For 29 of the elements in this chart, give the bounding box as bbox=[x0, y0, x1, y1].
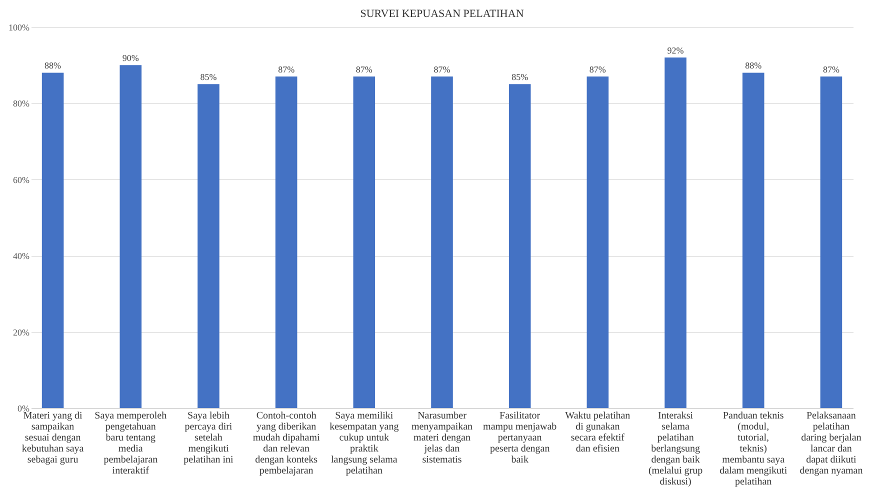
x-tick-label: Saya lebih percaya diri setelah mengikuti pelatihan ini bbox=[184, 410, 234, 466]
x-tick-label: Interaksi selama pelatihan berlangsung dengan baik (melalui grup diskusi) bbox=[648, 410, 703, 488]
data-label: 92% bbox=[667, 45, 684, 56]
chart-title: SURVEI KEPUASAN PELATIHAN bbox=[360, 8, 524, 20]
data-label: 87% bbox=[589, 64, 606, 75]
x-tick-label: Saya memiliki kesempatan yang cukup untuk praktik langsung selama pelatihan bbox=[330, 410, 399, 476]
x-tick-label: Narasumber menyampaikan materi dengan jelas dan sistematis bbox=[411, 410, 473, 466]
x-tick-label: Panduan teknis (modul, tutorial, teknis) membantu saya dalam mengikuti pelatihan bbox=[720, 410, 788, 488]
data-label: 88% bbox=[44, 60, 62, 71]
y-tick-label: 80% bbox=[13, 98, 30, 109]
y-tick-label: 20% bbox=[13, 327, 30, 338]
x-tick-label: Saya memperoleh pengetahuan baru tentang media pembelajaran interaktif bbox=[94, 410, 167, 476]
data-label: 87% bbox=[278, 64, 296, 75]
x-tick-label: Pelaksanaan pelatihan daring berjalan lancar dan dapat diikuti dengan nyaman bbox=[800, 410, 863, 476]
x-tick-label: Materi yang di sampaikan sesuai dengan kebutuhan saya sebagai guru bbox=[22, 410, 84, 466]
data-label: 85% bbox=[512, 72, 529, 82]
data-label: 87% bbox=[356, 64, 373, 75]
y-tick-label: 40% bbox=[13, 251, 30, 262]
x-tick-label: Waktu pelatihan di gunakan secara efektif dan efisien bbox=[565, 410, 630, 454]
x-tick-label: Contoh-contoh yang diberikan mudah dipahami dan relevan dengan konteks pembelajaran bbox=[252, 410, 320, 476]
data-label: 88% bbox=[745, 60, 762, 71]
y-tick-label: 100% bbox=[8, 22, 30, 32]
x-tick-label: Fasilitator mampu menjawab pertanyaan peserta dengan baik bbox=[483, 410, 557, 466]
data-label: 90% bbox=[122, 53, 140, 64]
data-label: 85% bbox=[200, 72, 218, 82]
data-label: 87% bbox=[822, 64, 840, 75]
y-tick-label: 0% bbox=[18, 404, 30, 414]
data-label: 87% bbox=[434, 64, 451, 75]
y-tick-label: 60% bbox=[13, 174, 30, 185]
